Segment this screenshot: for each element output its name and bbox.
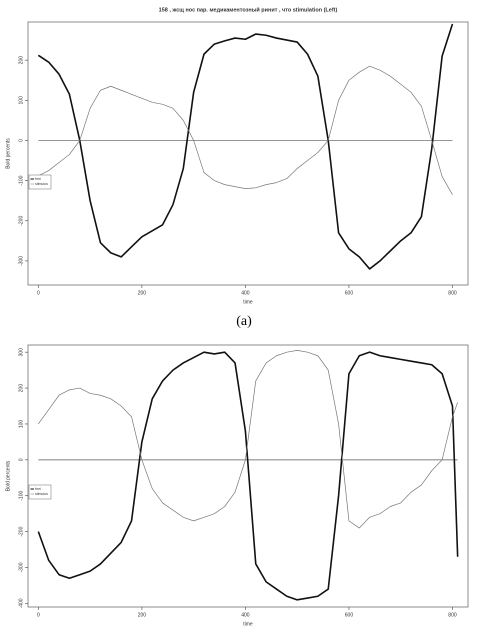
y-tick-label: -100 bbox=[18, 175, 24, 185]
x-tick-label: 800 bbox=[448, 612, 457, 618]
data-line bbox=[37, 351, 459, 601]
y-axis-label: Bold percents bbox=[5, 460, 11, 491]
x-tick-label: 0 bbox=[37, 612, 40, 618]
x-tick-label: 0 bbox=[37, 290, 40, 296]
legend-box bbox=[28, 174, 52, 190]
x-tick-label: 200 bbox=[138, 290, 147, 296]
x-tick-label: 800 bbox=[448, 290, 457, 296]
data-line bbox=[38, 350, 458, 529]
plot-frame bbox=[27, 344, 469, 608]
legend-label: fmri bbox=[35, 177, 41, 181]
y-tick-label: 100 bbox=[18, 96, 24, 105]
y-axis-label: Bold percents bbox=[5, 138, 11, 169]
y-tick-label: 0 bbox=[18, 458, 24, 461]
y-tick-label: -300 bbox=[18, 562, 24, 572]
legend-label: fmri bbox=[35, 487, 41, 491]
x-tick-label: 400 bbox=[241, 290, 250, 296]
y-tick-label: -100 bbox=[18, 491, 24, 501]
chart-title: 158 , жсщ нос пар. медикаментозный ринит… bbox=[159, 6, 338, 13]
y-tick-label: -400 bbox=[18, 598, 24, 608]
y-tick-label: 0 bbox=[18, 139, 24, 142]
y-tick-label: 200 bbox=[18, 56, 24, 65]
data-line bbox=[37, 23, 454, 270]
y-tick-label: 200 bbox=[18, 384, 24, 393]
data-line bbox=[38, 65, 453, 195]
y-tick-label: -200 bbox=[18, 526, 24, 536]
x-tick-label: 400 bbox=[241, 612, 250, 618]
legend-box bbox=[28, 484, 52, 500]
caption: (a) bbox=[236, 314, 252, 329]
x-tick-label: 200 bbox=[138, 612, 147, 618]
x-tick-label: 600 bbox=[345, 290, 354, 296]
y-tick-label: 100 bbox=[18, 420, 24, 429]
x-axis-label: time bbox=[243, 621, 253, 627]
legend-label: stimulus bbox=[35, 492, 48, 496]
x-axis-label: time bbox=[243, 299, 253, 305]
y-tick-label: -300 bbox=[18, 256, 24, 266]
plot-frame bbox=[27, 21, 469, 286]
legend-label: stimulus bbox=[35, 182, 48, 186]
y-tick-label: 300 bbox=[18, 348, 24, 357]
y-tick-label: -200 bbox=[18, 216, 24, 226]
x-tick-label: 600 bbox=[345, 612, 354, 618]
